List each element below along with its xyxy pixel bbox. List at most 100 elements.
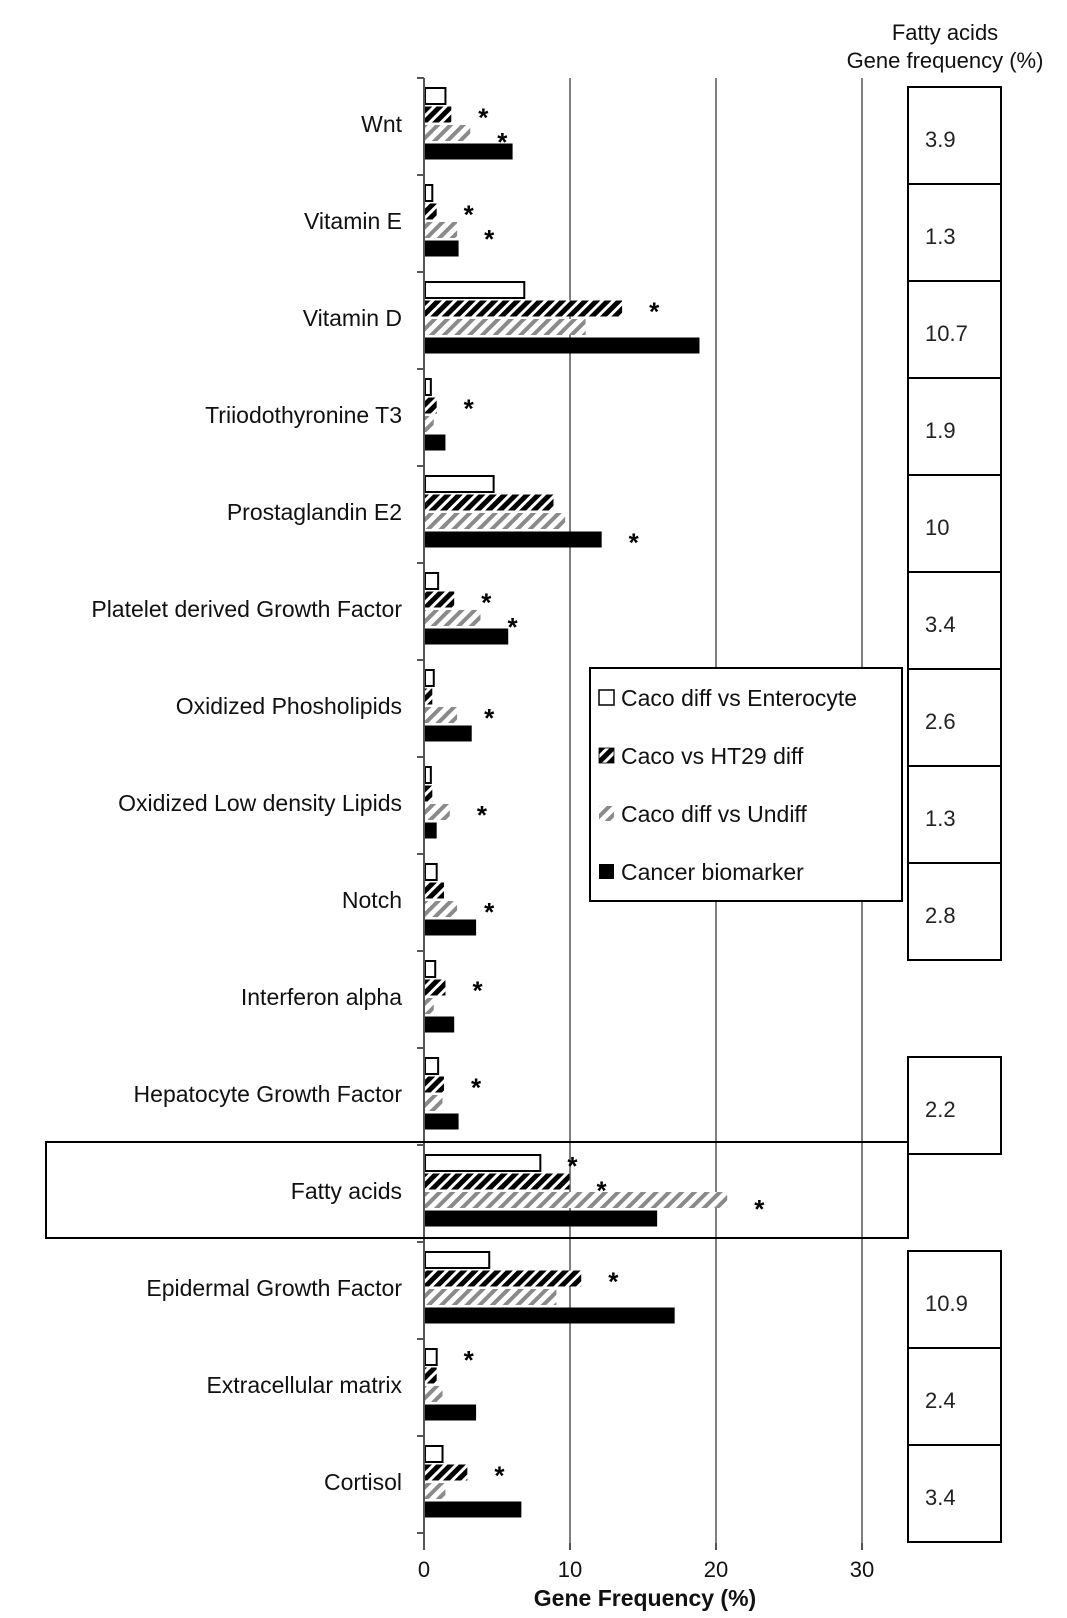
category-label-oxidized-low-density-lipids: Oxidized Low density Lipids <box>118 790 402 816</box>
legend: Caco diff vs Enterocyte Caco vs HT29 dif… <box>589 667 903 902</box>
bars <box>424 87 728 1518</box>
x-tick-label-30: 30 <box>850 1557 874 1582</box>
x-tick-label-10: 10 <box>558 1557 582 1582</box>
category-label-prostaglandin-e2: Prostaglandin E2 <box>227 499 402 525</box>
bar-triiodothyronine-t3-cancer-biomarker <box>425 434 446 451</box>
bar-oxidized-phosholipids-cancer-biomarker <box>425 725 472 742</box>
bar-wnt-enterocyte <box>424 87 447 105</box>
category-label-vitamin-d: Vitamin D <box>303 305 402 331</box>
bar-triiodothyronine-t3-undiff <box>425 416 434 432</box>
bar-extracellular-matrix-enterocyte <box>424 1348 438 1366</box>
bar-vitamin-d-ht29-diff <box>425 300 623 317</box>
legend-label-cancer: Cancer biomarker <box>621 859 804 885</box>
category-label-vitamin-e: Vitamin E <box>304 208 402 234</box>
significance-star-extracellular-matrix: * <box>464 1345 475 1375</box>
bar-platelet-derived-growth-factor-cancer-biomarker <box>425 628 509 645</box>
x-tick-label-0: 0 <box>418 1557 430 1582</box>
bar-platelet-derived-growth-factor-enterocyte <box>424 572 440 590</box>
side-table: Fatty acids Gene frequency (%) 3.9 1.3 10.… <box>847 20 1043 1543</box>
significance-star-fatty-acids: * <box>597 1176 608 1206</box>
legend-swatch-enterocyte <box>598 689 615 706</box>
significance-star-prostaglandin-e2: * <box>629 528 640 558</box>
significance-star-platelet-derived-growth-factor: * <box>507 612 518 642</box>
side-table-value-oxidized-phosholipids: 2.6 <box>925 709 956 734</box>
bar-platelet-derived-growth-factor-ht29-diff <box>425 591 455 608</box>
bar-vitamin-e-ht29-diff <box>425 203 437 220</box>
bar-vitamin-d-enterocyte <box>424 281 526 299</box>
significance-star-wnt: * <box>478 103 489 133</box>
bar-epidermal-growth-factor-ht29-diff <box>425 1270 582 1287</box>
bar-extracellular-matrix-cancer-biomarker <box>425 1404 477 1421</box>
bar-oxidized-low-density-lipids-undiff <box>425 804 450 820</box>
side-table-cell-notch <box>907 862 1002 961</box>
side-table-value-epidermal-growth-factor: 10.9 <box>925 1291 968 1316</box>
bar-hepatocyte-growth-factor-cancer-biomarker <box>425 1113 459 1130</box>
fatty-acids-highlight-frame <box>45 1141 909 1239</box>
side-table-value-triiodothyronine-t3: 1.9 <box>925 418 956 443</box>
legend-swatch-ht29 <box>598 747 615 764</box>
bar-oxidized-low-density-lipids-ht29-diff <box>425 785 433 802</box>
legend-label-enterocyte: Caco diff vs Enterocyte <box>621 685 857 711</box>
category-label-notch: Notch <box>342 887 402 913</box>
significance-star-hepatocyte-growth-factor: * <box>471 1073 482 1103</box>
bar-fatty-acids-cancer-biomarker <box>425 1210 658 1227</box>
bar-oxidized-phosholipids-enterocyte <box>424 669 435 687</box>
category-label-wnt: Wnt <box>361 111 403 137</box>
significance-star-oxidized-phosholipids: * <box>484 703 495 733</box>
significance-stars: * * * * * * * * * * * * * * * * * * * * <box>464 103 766 1491</box>
side-table-value-cortisol: 3.4 <box>925 1485 956 1510</box>
significance-star-interferon-alpha: * <box>472 976 483 1006</box>
bar-wnt-cancer-biomarker <box>425 143 513 160</box>
bar-hepatocyte-growth-factor-ht29-diff <box>425 1076 444 1093</box>
bar-hepatocyte-growth-factor-undiff <box>425 1095 443 1111</box>
significance-star-notch: * <box>484 897 495 927</box>
significance-star-vitamin-e: * <box>464 200 475 230</box>
legend-swatch-undiff <box>599 806 614 821</box>
bar-triiodothyronine-t3-enterocyte <box>424 378 432 396</box>
significance-star-wnt: * <box>497 127 508 157</box>
bar-extracellular-matrix-ht29-diff <box>425 1367 437 1384</box>
significance-star-epidermal-growth-factor: * <box>608 1267 619 1297</box>
bar-notch-undiff <box>425 901 458 917</box>
bar-prostaglandin-e2-enterocyte <box>424 475 495 493</box>
bar-vitamin-d-cancer-biomarker <box>425 337 700 354</box>
significance-star-fatty-acids: * <box>567 1151 578 1181</box>
side-table-cell-vitamin-e <box>907 183 1002 282</box>
bar-cortisol-cancer-biomarker <box>425 1501 522 1518</box>
category-label-fatty-acids: Fatty acids <box>291 1178 402 1204</box>
bar-triiodothyronine-t3-ht29-diff <box>425 397 437 414</box>
legend-box <box>589 667 903 902</box>
category-label-cortisol: Cortisol <box>324 1469 402 1495</box>
bar-oxidized-low-density-lipids-enterocyte <box>424 766 432 784</box>
bar-fatty-acids-ht29-diff <box>425 1173 570 1190</box>
bar-interferon-alpha-cancer-biomarker <box>425 1016 455 1033</box>
bar-platelet-derived-growth-factor-undiff <box>425 610 481 626</box>
side-table-cell-prostaglandin-e2 <box>907 474 1002 573</box>
significance-star-fatty-acids: * <box>754 1194 765 1224</box>
bar-notch-enterocyte <box>424 863 438 881</box>
side-table-value-notch: 2.8 <box>925 903 956 928</box>
x-axis-title: Gene Frequency (%) <box>534 1585 756 1611</box>
side-table-value-vitamin-d: 10.7 <box>925 321 968 346</box>
significance-star-platelet-derived-growth-factor: * <box>481 588 492 618</box>
bar-wnt-undiff <box>425 125 471 141</box>
bar-fatty-acids-enterocyte <box>424 1154 542 1172</box>
category-label-platelet-derived-growth-factor: Platelet derived Growth Factor <box>91 596 402 622</box>
side-table-title-line1: Fatty acids <box>892 20 998 45</box>
bar-extracellular-matrix-undiff <box>425 1386 443 1402</box>
side-table-cell-hepatocyte-growth-factor <box>907 1056 1002 1155</box>
bar-cortisol-enterocyte <box>424 1445 444 1463</box>
bar-interferon-alpha-enterocyte <box>424 960 437 978</box>
bar-notch-cancer-biomarker <box>425 919 477 936</box>
bar-vitamin-e-enterocyte <box>424 184 434 202</box>
bar-interferon-alpha-ht29-diff <box>425 979 446 996</box>
category-label-oxidized-phosholipids: Oxidized Phosholipids <box>176 693 402 719</box>
x-tick-label-20: 20 <box>704 1557 728 1582</box>
side-table-cell-epidermal-growth-factor <box>907 1250 1002 1349</box>
bar-epidermal-growth-factor-enterocyte <box>424 1251 491 1269</box>
significance-star-vitamin-d: * <box>649 297 660 327</box>
side-table-cell-wnt <box>907 86 1002 185</box>
bar-cortisol-undiff <box>425 1483 446 1499</box>
side-table-cell-triiodothyronine-t3 <box>907 377 1002 476</box>
